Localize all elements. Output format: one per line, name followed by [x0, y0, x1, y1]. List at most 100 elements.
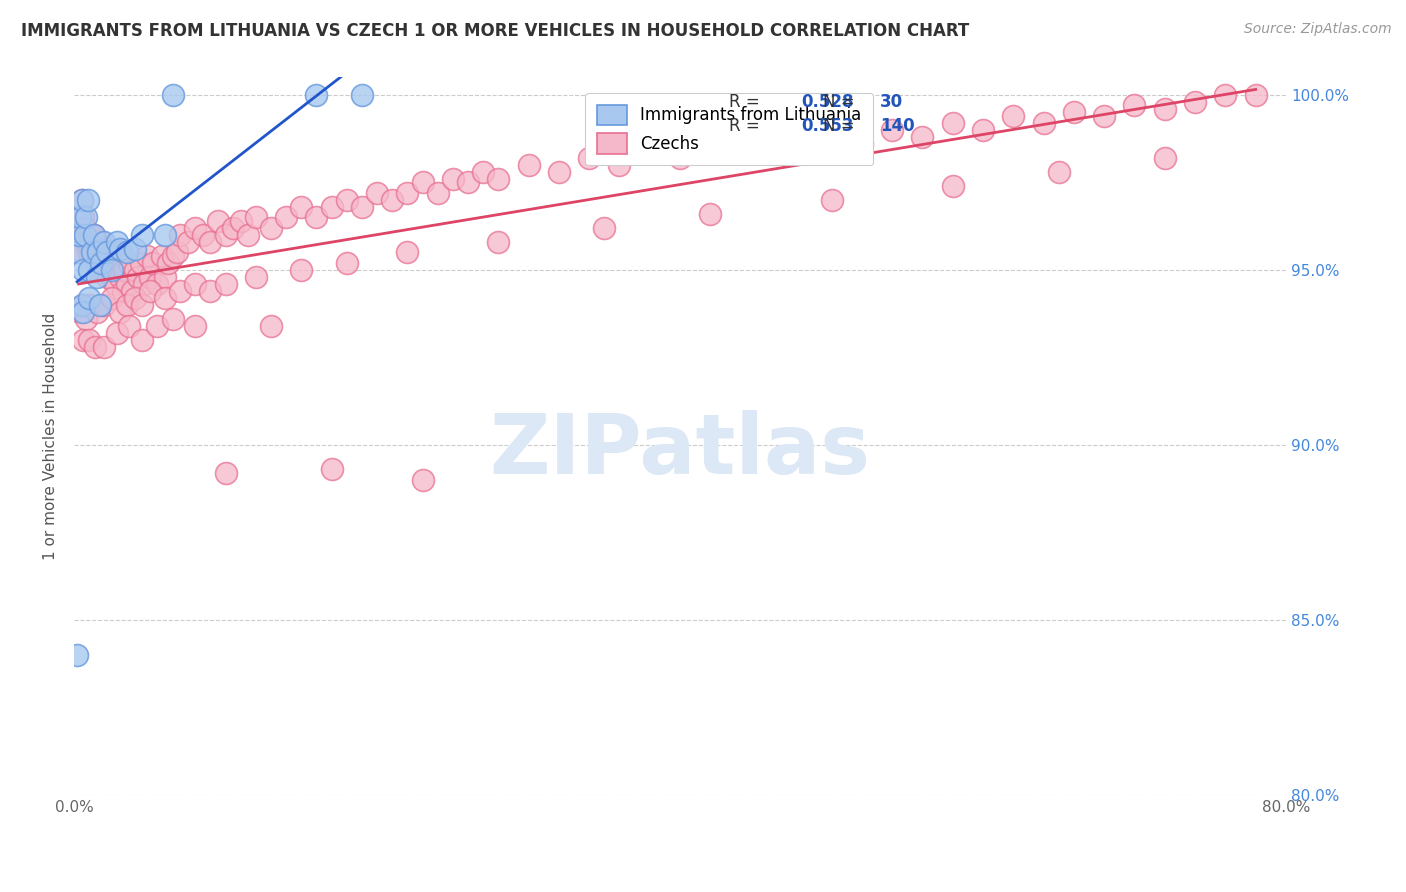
Point	[260, 220, 283, 235]
Point	[162, 87, 184, 102]
Point	[759, 136, 782, 151]
Point	[77, 227, 100, 242]
Text: ZIPatlas: ZIPatlas	[489, 410, 870, 491]
Point	[638, 144, 661, 158]
Point	[70, 193, 93, 207]
Point	[321, 200, 343, 214]
Point	[1153, 151, 1175, 165]
Point	[73, 227, 96, 242]
Point	[366, 186, 388, 200]
Point	[105, 235, 128, 249]
Point	[131, 227, 153, 242]
Point	[245, 269, 267, 284]
Point	[77, 245, 100, 260]
Point	[82, 242, 104, 256]
Y-axis label: 1 or more Vehicles in Household: 1 or more Vehicles in Household	[44, 312, 58, 559]
Point	[96, 269, 118, 284]
Point	[1047, 165, 1070, 179]
Point	[104, 277, 127, 291]
Point	[153, 227, 176, 242]
Point	[578, 151, 600, 165]
Point	[75, 311, 97, 326]
Point	[214, 277, 236, 291]
Point	[166, 245, 188, 260]
Point	[75, 235, 97, 249]
Point	[77, 333, 100, 347]
Point	[699, 207, 721, 221]
Point	[72, 211, 94, 225]
Point	[942, 116, 965, 130]
Point	[156, 256, 179, 270]
Point	[103, 245, 125, 260]
Point	[245, 211, 267, 225]
Point	[547, 165, 569, 179]
Point	[101, 263, 124, 277]
Point	[1153, 102, 1175, 116]
Point	[207, 214, 229, 228]
Point	[70, 245, 93, 260]
Point	[69, 211, 91, 225]
Point	[93, 263, 115, 277]
Point	[112, 263, 135, 277]
Point	[139, 269, 162, 284]
Point	[412, 473, 434, 487]
Point	[121, 284, 143, 298]
Point	[86, 305, 108, 319]
Point	[517, 158, 540, 172]
Point	[472, 165, 495, 179]
Point	[72, 305, 94, 319]
Point	[127, 269, 149, 284]
Point	[72, 333, 94, 347]
Point	[142, 256, 165, 270]
Point	[169, 284, 191, 298]
Point	[1092, 109, 1115, 123]
Text: N =: N =	[823, 117, 859, 136]
Point	[229, 214, 252, 228]
Point	[72, 263, 94, 277]
Point	[426, 186, 449, 200]
Point	[290, 263, 312, 277]
Point	[93, 298, 115, 312]
Point	[1184, 95, 1206, 109]
Point	[820, 129, 842, 144]
Point	[89, 263, 111, 277]
Point	[91, 256, 114, 270]
Text: Source: ZipAtlas.com: Source: ZipAtlas.com	[1244, 22, 1392, 37]
Point	[1002, 109, 1025, 123]
Point	[942, 178, 965, 193]
Point	[124, 291, 146, 305]
Point	[336, 256, 359, 270]
Point	[124, 263, 146, 277]
Point	[396, 186, 419, 200]
Text: 140: 140	[880, 117, 915, 136]
Point	[1032, 116, 1054, 130]
Point	[441, 172, 464, 186]
Point	[820, 193, 842, 207]
Point	[184, 277, 207, 291]
Point	[276, 211, 298, 225]
Point	[146, 318, 169, 333]
Point	[84, 340, 107, 354]
Point	[200, 284, 222, 298]
Point	[214, 227, 236, 242]
Point	[381, 193, 404, 207]
Point	[67, 227, 90, 242]
Point	[115, 277, 138, 291]
Point	[457, 175, 479, 189]
Point	[108, 242, 131, 256]
Point	[790, 140, 813, 154]
Point	[132, 277, 155, 291]
Point	[96, 245, 118, 260]
Text: 0.528: 0.528	[801, 93, 853, 111]
Point	[66, 648, 89, 662]
Point	[117, 318, 139, 333]
Point	[162, 249, 184, 263]
Point	[260, 318, 283, 333]
Point	[730, 144, 752, 158]
Point	[115, 245, 138, 260]
Point	[131, 298, 153, 312]
Point	[486, 235, 509, 249]
Point	[880, 123, 903, 137]
Point	[214, 466, 236, 480]
Point	[1215, 87, 1237, 102]
